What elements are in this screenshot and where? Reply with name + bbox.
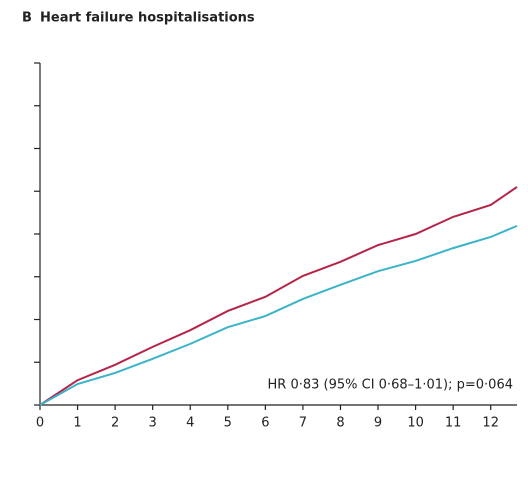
panel-label: B — [22, 11, 32, 26]
x-tick-label: 12 — [482, 416, 499, 431]
x-tick-label: 2 — [111, 416, 119, 431]
x-tick-label: 6 — [261, 416, 269, 431]
x-tick-label: 1 — [73, 416, 81, 431]
x-tick-label: 11 — [445, 416, 462, 431]
x-tick-label: 8 — [336, 416, 344, 431]
x-tick-label: 4 — [186, 416, 194, 431]
x-tick-label: 5 — [224, 416, 232, 431]
x-tick-label: 9 — [374, 416, 382, 431]
x-tick-label: 10 — [407, 416, 424, 431]
annotation: HR 0·83 (95% CI 0·68–1·01); p=0·064 — [268, 378, 514, 393]
x-tick-label: 3 — [149, 416, 157, 431]
series-line — [39, 224, 518, 406]
x-tick-label: 7 — [299, 416, 307, 431]
series-line — [39, 186, 518, 406]
x-tick-label: 0 — [36, 416, 44, 431]
chart-title: Heart failure hospitalisations — [40, 11, 255, 26]
